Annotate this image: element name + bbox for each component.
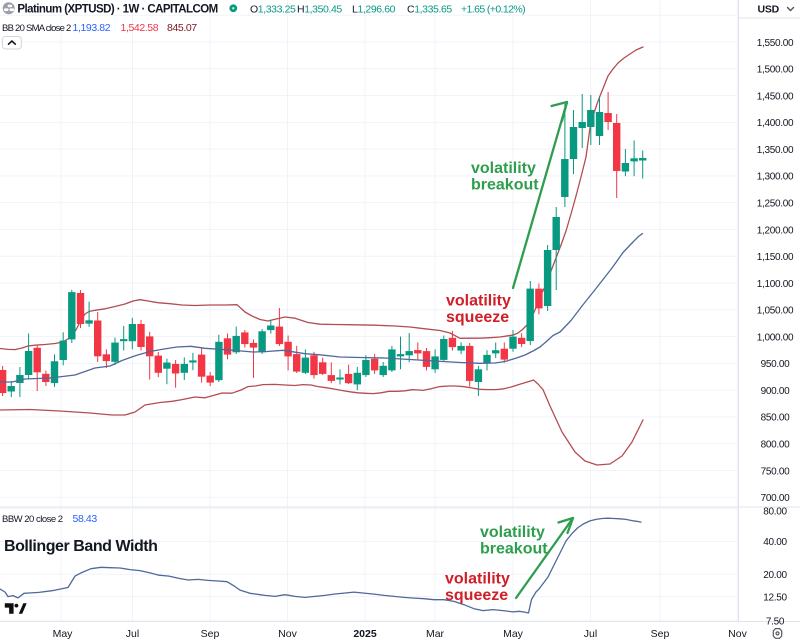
svg-text:BBW 20 close 2: BBW 20 close 2 [2, 514, 63, 525]
svg-text:1,450.00: 1,450.00 [757, 91, 794, 102]
svg-text:Mar: Mar [426, 628, 445, 640]
svg-text:2025: 2025 [353, 628, 377, 640]
svg-text:12.50: 12.50 [763, 592, 787, 603]
svg-text:1,500.00: 1,500.00 [757, 65, 794, 76]
svg-text:80.00: 80.00 [763, 506, 787, 517]
svg-text:volatility: volatility [445, 571, 510, 588]
svg-text:Jul: Jul [584, 628, 597, 640]
svg-text:BB 20 SMA close 2: BB 20 SMA close 2 [2, 23, 71, 34]
svg-text:1,350.00: 1,350.00 [757, 145, 794, 156]
svg-text:+1.65 (+0.12%): +1.65 (+0.12%) [461, 3, 525, 15]
svg-text:800.00: 800.00 [761, 440, 791, 451]
svg-text:845.07: 845.07 [167, 22, 197, 34]
svg-text:1,542.58: 1,542.58 [121, 22, 159, 34]
svg-text:May: May [53, 628, 74, 640]
svg-text:L1,296.60: L1,296.60 [352, 3, 396, 15]
svg-text:squeeze: squeeze [446, 309, 509, 326]
svg-text:1,400.00: 1,400.00 [757, 118, 794, 129]
svg-text:1,550.00: 1,550.00 [757, 38, 794, 49]
svg-text:C1,335.65: C1,335.65 [407, 3, 452, 15]
svg-text:volatility: volatility [471, 160, 536, 177]
svg-text:O1,333.25: O1,333.25 [250, 3, 296, 15]
svg-text:900.00: 900.00 [761, 386, 791, 397]
svg-text:Jul: Jul [126, 628, 139, 640]
svg-text:1,193.82: 1,193.82 [73, 22, 111, 34]
svg-text:1,300.00: 1,300.00 [757, 172, 794, 183]
svg-text:1,000.00: 1,000.00 [757, 332, 794, 343]
svg-text:1,100.00: 1,100.00 [757, 279, 794, 290]
svg-text:Nov: Nov [728, 628, 747, 640]
svg-text:volatility: volatility [446, 293, 511, 310]
svg-text:1,200.00: 1,200.00 [757, 225, 794, 236]
svg-text:700.00: 700.00 [761, 493, 791, 504]
svg-text:Platinum (XPTUSD) · 1W · CAPIT: Platinum (XPTUSD) · 1W · CAPITALCOM [17, 4, 217, 16]
svg-text:volatility: volatility [480, 524, 545, 541]
svg-text:Nov: Nov [278, 628, 297, 640]
svg-text:breakout: breakout [480, 541, 548, 558]
svg-text:950.00: 950.00 [761, 359, 791, 370]
svg-text:58.43: 58.43 [73, 513, 98, 525]
svg-text:850.00: 850.00 [761, 413, 791, 424]
svg-text:Sep: Sep [651, 628, 670, 640]
svg-text:USD: USD [758, 3, 780, 15]
svg-text:1,050.00: 1,050.00 [757, 306, 794, 317]
svg-text:40.00: 40.00 [763, 537, 787, 548]
svg-text:Bollinger Band Width: Bollinger Band Width [4, 538, 158, 555]
svg-text:squeeze: squeeze [445, 587, 508, 604]
svg-text:750.00: 750.00 [761, 466, 791, 477]
svg-text:20.00: 20.00 [763, 570, 787, 581]
svg-text:Sep: Sep [201, 628, 220, 640]
svg-text:H1,350.45: H1,350.45 [297, 3, 342, 15]
svg-text:1,250.00: 1,250.00 [757, 199, 794, 210]
svg-text:7.50: 7.50 [766, 617, 785, 628]
svg-text:May: May [503, 628, 524, 640]
svg-text:1,150.00: 1,150.00 [757, 252, 794, 263]
svg-text:breakout: breakout [471, 177, 539, 194]
